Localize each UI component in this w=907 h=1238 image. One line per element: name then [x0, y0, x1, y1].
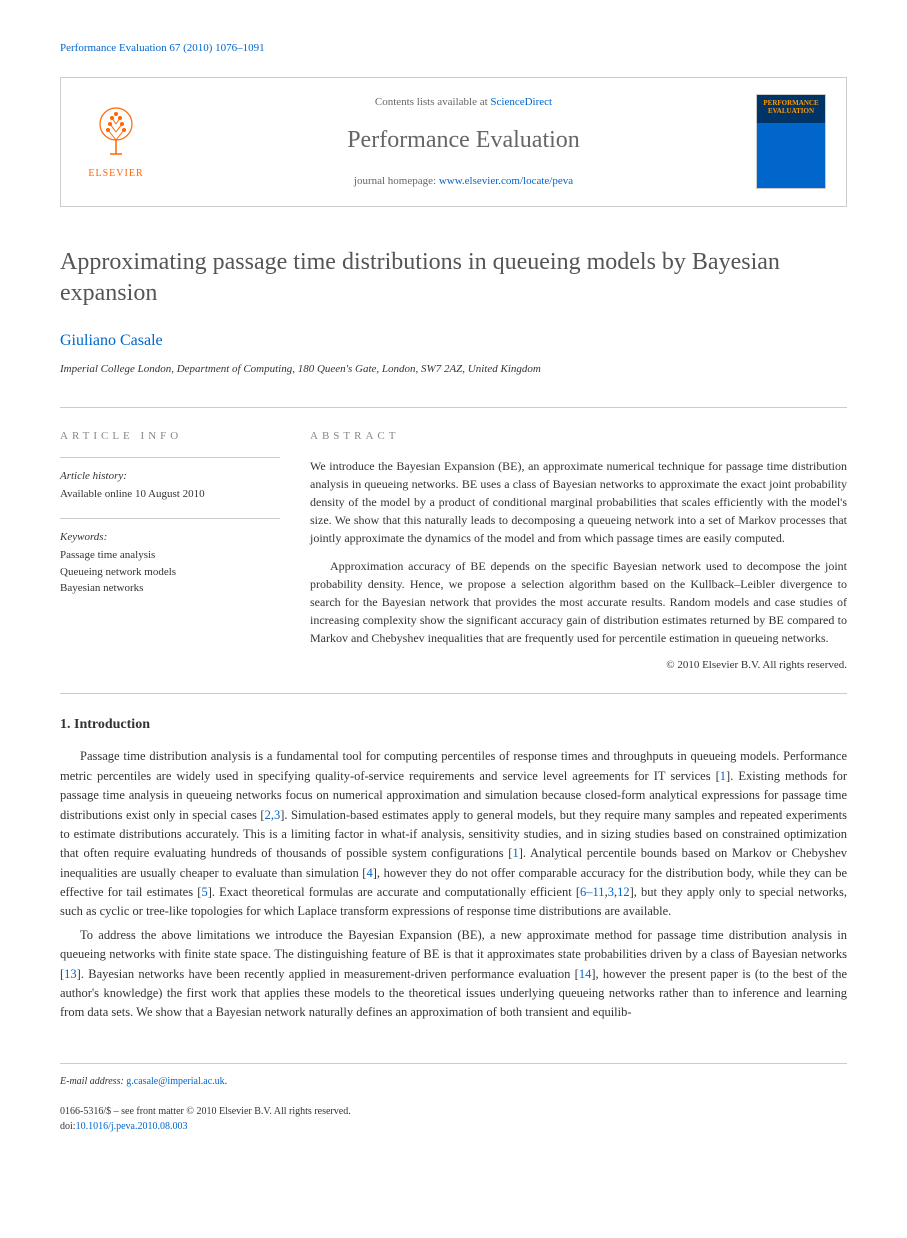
section-number: 1. — [60, 717, 71, 732]
article-title: Approximating passage time distributions… — [60, 247, 847, 309]
keyword-item: Passage time analysis — [60, 547, 280, 564]
citation-line: Performance Evaluation 67 (2010) 1076–10… — [60, 40, 847, 57]
elsevier-logo[interactable]: ELSEVIER — [81, 97, 151, 187]
keywords-block: Keywords: Passage time analysis Queueing… — [60, 518, 280, 597]
journal-header-box: ELSEVIER Contents lists available at Sci… — [60, 77, 847, 207]
cover-title: PERFORMANCE EVALUATION — [762, 100, 820, 115]
homepage-prefix: journal homepage: — [354, 175, 439, 187]
article-history-block: Article history: Available online 10 Aug… — [60, 457, 280, 503]
ref-link[interactable]: 6–11 — [580, 885, 605, 899]
intro-para-2: To address the above limitations we intr… — [60, 926, 847, 1023]
history-label: Article history: — [60, 468, 280, 485]
abstract-para-2: Approximation accuracy of BE depends on … — [310, 557, 847, 647]
ref-link[interactable]: 12 — [617, 885, 630, 899]
text-run: ]. Exact theoretical formulas are accura… — [208, 885, 580, 899]
abstract-copyright: © 2010 Elsevier B.V. All rights reserved… — [310, 657, 847, 674]
issn-line: 0166-5316/$ – see front matter © 2010 El… — [60, 1104, 847, 1119]
section-title: Introduction — [74, 717, 150, 732]
header-center: Contents lists available at ScienceDirec… — [171, 94, 756, 190]
ref-link[interactable]: 14 — [579, 967, 592, 981]
homepage-line: journal homepage: www.elsevier.com/locat… — [171, 173, 756, 190]
info-abstract-row: ARTICLE INFO Article history: Available … — [60, 407, 847, 673]
introduction-section: 1. Introduction Passage time distributio… — [60, 714, 847, 1022]
doi-label: doi: — [60, 1121, 76, 1132]
contents-available-line: Contents lists available at ScienceDirec… — [171, 94, 756, 111]
section-heading: 1. Introduction — [60, 714, 847, 735]
keyword-item: Bayesian networks — [60, 580, 280, 597]
elsevier-label: ELSEVIER — [88, 166, 143, 181]
ref-link[interactable]: 13 — [64, 967, 77, 981]
divider — [60, 693, 847, 694]
article-info-header: ARTICLE INFO — [60, 428, 280, 445]
contents-prefix: Contents lists available at — [375, 96, 490, 108]
ref-link[interactable]: 2,3 — [265, 808, 281, 822]
ref-link[interactable]: 3 — [608, 885, 614, 899]
abstract-text: We introduce the Bayesian Expansion (BE)… — [310, 457, 847, 674]
article-info-column: ARTICLE INFO Article history: Available … — [60, 428, 280, 673]
author-name[interactable]: Giuliano Casale — [60, 329, 847, 353]
keywords-label: Keywords: — [60, 529, 280, 546]
history-value: Available online 10 August 2010 — [60, 486, 280, 503]
doi-line: doi:10.1016/j.peva.2010.08.003 — [60, 1119, 847, 1134]
email-line: E-mail address: g.casale@imperial.ac.uk. — [60, 1074, 847, 1089]
homepage-link[interactable]: www.elsevier.com/locate/peva — [439, 175, 573, 187]
page-footer: E-mail address: g.casale@imperial.ac.uk.… — [60, 1063, 847, 1134]
abstract-column: ABSTRACT We introduce the Bayesian Expan… — [310, 428, 847, 673]
journal-name: Performance Evaluation — [171, 122, 756, 158]
text-run: ]. Bayesian networks have been recently … — [77, 967, 579, 981]
abstract-para-1: We introduce the Bayesian Expansion (BE)… — [310, 457, 847, 547]
abstract-header: ABSTRACT — [310, 428, 847, 445]
journal-cover-thumbnail[interactable]: PERFORMANCE EVALUATION — [756, 94, 826, 189]
sciencedirect-link[interactable]: ScienceDirect — [490, 96, 552, 108]
author-affiliation: Imperial College London, Department of C… — [60, 361, 847, 378]
email-label: E-mail address: — [60, 1076, 124, 1087]
email-link[interactable]: g.casale@imperial.ac.uk — [126, 1076, 224, 1087]
intro-para-1: Passage time distribution analysis is a … — [60, 747, 847, 921]
footer-bottom: 0166-5316/$ – see front matter © 2010 El… — [60, 1104, 847, 1134]
doi-link[interactable]: 10.1016/j.peva.2010.08.003 — [76, 1121, 188, 1132]
elsevier-tree-icon — [86, 102, 146, 162]
keyword-item: Queueing network models — [60, 564, 280, 581]
